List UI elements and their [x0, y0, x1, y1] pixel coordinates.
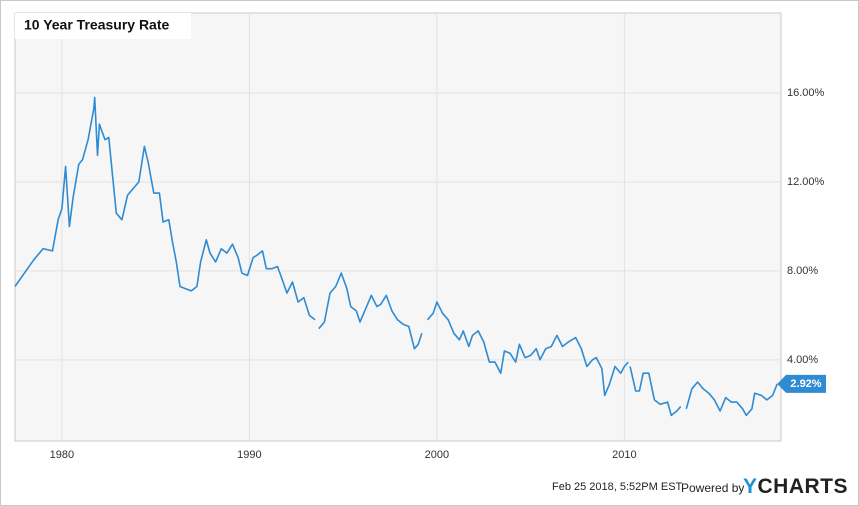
x-tick-label: 1980 [50, 449, 74, 461]
x-tick-label: 2010 [612, 449, 636, 461]
chart: 10 Year Treasury Rate 4.00% 8.00% 12.00% 16… [14, 12, 826, 461]
grid [15, 13, 781, 441]
y-tick-label: 12.00% [787, 176, 825, 188]
y-tick-label: 8.00% [787, 265, 818, 277]
plot-area [14, 12, 782, 442]
y-tick-label: 16.00% [787, 87, 825, 99]
x-tick-label: 2000 [425, 449, 449, 461]
title-box [15, 13, 191, 39]
footer-powered-by: Powered by [681, 481, 745, 495]
footer-timestamp: Feb 25 2018, 5:52PM EST. [552, 481, 685, 493]
line-series [14, 96, 778, 417]
chart-title: 10 Year Treasury Rate [24, 17, 170, 33]
value-label: 2.92% [790, 378, 821, 390]
footer-logo[interactable]: YCHARTS [743, 475, 849, 498]
y-tick-label: 4.00% [787, 354, 818, 366]
x-tick-label: 1990 [237, 449, 261, 461]
value-marker [777, 374, 826, 393]
